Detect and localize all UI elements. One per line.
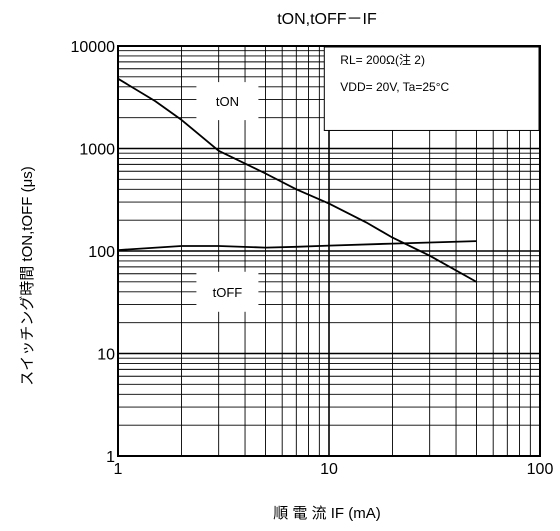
series-label-toff: tOFF bbox=[213, 285, 243, 300]
y-axis-label: スイッチング時間 tON,tOFF (μs) bbox=[19, 166, 36, 385]
series-label-ton: tON bbox=[216, 94, 239, 109]
x-tick-label: 10 bbox=[320, 461, 338, 478]
series-labels: tON tOFF bbox=[196, 82, 259, 312]
y-tick-label: 100 bbox=[88, 244, 115, 261]
x-tick-label: 1 bbox=[114, 461, 123, 478]
plot-frame bbox=[117, 45, 541, 457]
annotation-box: RL= 200Ω(注 2) VDD= 20V, Ta=25°C bbox=[323, 46, 540, 131]
annotation-line-1: RL= 200Ω(注 2) bbox=[340, 52, 425, 67]
chart-title: tON,tOFF－IF bbox=[277, 11, 377, 28]
series-label-background bbox=[196, 271, 259, 312]
series-label-background bbox=[196, 82, 259, 121]
y-tick-label: 10000 bbox=[71, 39, 116, 56]
series-lines bbox=[117, 77, 477, 283]
y-tick-label: 1 bbox=[106, 449, 115, 466]
tick-labels: 1 10 100 1 10 100 1000 10000 bbox=[71, 39, 554, 478]
annotation-box-frame bbox=[323, 46, 540, 131]
x-tick-label: 100 bbox=[527, 461, 554, 478]
annotation-line-2: VDD= 20V, Ta=25°C bbox=[340, 80, 449, 94]
y-tick-label: 1000 bbox=[79, 142, 115, 159]
y-tick-label: 10 bbox=[97, 347, 115, 364]
x-axis-label: 順 電 流 IF (mA) bbox=[273, 505, 381, 522]
series-line-toff bbox=[117, 240, 477, 251]
